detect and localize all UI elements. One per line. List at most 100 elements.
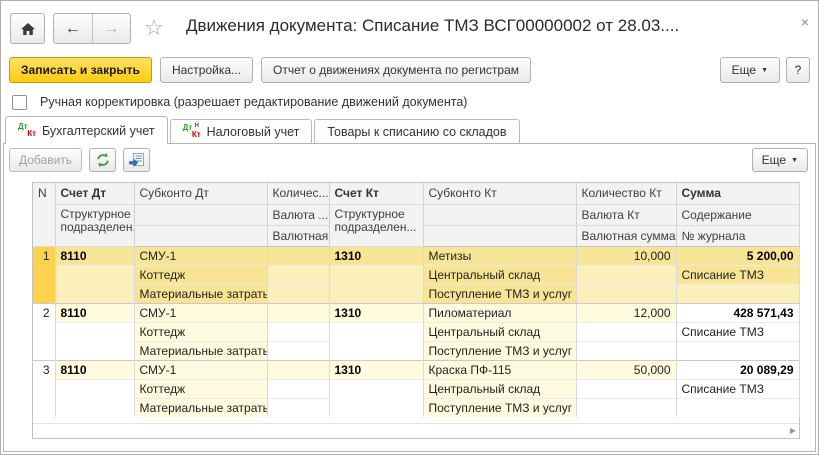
cell-row-number[interactable]: 1 xyxy=(33,245,56,303)
cell-acct-kt[interactable]: 1310 xyxy=(329,359,424,379)
cell-currency-sum-kt[interactable] xyxy=(576,283,677,303)
more-button[interactable]: Еще ▼ xyxy=(719,57,780,83)
movements-report-button[interactable]: Отчет о движениях документа по регистрам xyxy=(261,57,532,83)
document-arrow-icon xyxy=(128,152,145,168)
tab-tax-accounting[interactable]: Дт Н Кт Налоговый учет xyxy=(169,119,313,143)
register-tabs: Дт Кт Бухгалтерский учет Дт Н Кт Налогов… xyxy=(1,115,818,144)
col-header-subconto-dt: Субконто Дт xyxy=(134,183,268,205)
cell-currency-sum-kt[interactable] xyxy=(576,340,677,360)
cell-subconto-dt-2[interactable]: Коттедж xyxy=(134,378,268,398)
cell-qty-dt[interactable] xyxy=(267,302,330,322)
cell-subconto-dt-3[interactable]: Материальные затраты xyxy=(134,340,268,360)
cell-subconto-kt-3[interactable]: Поступление ТМЗ и услуг ... xyxy=(423,340,577,360)
col-header-qty-dt: Количес... xyxy=(267,183,330,205)
settings-button[interactable]: Настройка... xyxy=(159,57,254,83)
cell-row-number[interactable]: 2 xyxy=(33,302,56,360)
cell-subconto-kt-2[interactable]: Центральный склад xyxy=(423,321,577,341)
tab-accounting[interactable]: Дт Кт Бухгалтерский учет xyxy=(5,116,168,144)
col-header-n: N xyxy=(33,183,56,247)
cell-qty-dt[interactable] xyxy=(267,359,330,379)
table-row: Материальные затраты Поступление ТМЗ и у… xyxy=(33,283,800,303)
cell-acct-dt[interactable]: 8110 xyxy=(55,359,135,379)
tab-label: Бухгалтерский учет xyxy=(42,123,155,138)
back-button[interactable]: ← xyxy=(54,14,92,43)
cell-subconto-dt-2[interactable]: Коттедж xyxy=(134,321,268,341)
cell-acct-dt[interactable]: 8110 xyxy=(55,302,135,322)
cell-acct-kt[interactable]: 1310 xyxy=(329,302,424,322)
cell-journal[interactable] xyxy=(676,283,800,303)
cell-struct-kt[interactable] xyxy=(329,321,424,360)
cell-subconto-kt-3[interactable]: Поступление ТМЗ и услуг ... xyxy=(423,283,577,303)
cell-qty-dt[interactable] xyxy=(267,245,330,265)
cell-currency-sum-dt[interactable] xyxy=(267,397,330,417)
cell-currency-dt[interactable] xyxy=(267,321,330,341)
cell-sum[interactable]: 20 089,29 xyxy=(676,359,800,379)
cell-currency-sum-dt[interactable] xyxy=(267,283,330,303)
col-header-currency-kt: Валюта Кт xyxy=(576,204,677,226)
cell-subconto-kt-1[interactable]: Метизы xyxy=(423,245,577,265)
cell-subconto-dt-3[interactable]: Материальные затраты xyxy=(134,283,268,303)
cell-currency-kt[interactable] xyxy=(576,264,677,284)
cell-subconto-kt-2[interactable]: Центральный склад xyxy=(423,264,577,284)
cell-currency-dt[interactable] xyxy=(267,264,330,284)
close-icon[interactable]: × xyxy=(800,14,809,30)
cell-journal[interactable] xyxy=(676,340,800,360)
cell-subconto-dt-1[interactable]: СМУ-1 xyxy=(134,245,268,265)
tab-goods-writeoff[interactable]: Товары к списанию со складов xyxy=(314,119,520,143)
cell-struct-dt[interactable] xyxy=(55,321,135,360)
cell-currency-sum-kt[interactable] xyxy=(576,397,677,417)
home-icon xyxy=(20,22,36,36)
home-button[interactable] xyxy=(10,13,45,44)
cell-currency-kt[interactable] xyxy=(576,378,677,398)
cell-acct-dt[interactable]: 8110 xyxy=(55,245,135,265)
manual-adjustment-label: Ручная корректировка (разрешает редактир… xyxy=(40,95,468,109)
table-row: Материальные затраты Поступление ТМЗ и у… xyxy=(33,340,800,360)
cell-subconto-kt-1[interactable]: Краска ПФ-115 xyxy=(423,359,577,379)
cell-currency-kt[interactable] xyxy=(576,321,677,341)
forward-button[interactable]: → xyxy=(91,14,131,43)
cell-sum[interactable]: 5 200,00 xyxy=(676,245,800,265)
cell-content[interactable]: Списание ТМЗ xyxy=(676,378,800,398)
cell-acct-kt[interactable]: 1310 xyxy=(329,245,424,265)
add-button[interactable]: Добавить xyxy=(9,148,83,172)
manual-adjustment-checkbox[interactable] xyxy=(12,94,27,110)
cell-subconto-dt-1[interactable]: СМУ-1 xyxy=(134,359,268,379)
forward-icon: → xyxy=(103,19,120,37)
refresh-button[interactable] xyxy=(89,148,117,172)
cell-struct-dt[interactable] xyxy=(55,378,135,417)
cell-journal[interactable] xyxy=(676,397,800,417)
cell-qty-kt[interactable]: 50,000 xyxy=(576,359,677,379)
col-header-currency-sum-kt: Валютная сумма xyxy=(576,225,677,247)
scroll-right-icon[interactable]: ▶ xyxy=(789,426,796,435)
cell-content[interactable]: Списание ТМЗ xyxy=(676,264,800,284)
save-and-close-button[interactable]: Записать и закрыть xyxy=(9,57,152,83)
cell-qty-kt[interactable]: 10,000 xyxy=(576,245,677,265)
cell-subconto-dt-2[interactable]: Коттедж xyxy=(134,264,268,284)
favorite-star-icon[interactable]: ☆ xyxy=(144,15,164,40)
cell-struct-dt[interactable] xyxy=(55,264,135,303)
cell-struct-kt[interactable] xyxy=(329,264,424,303)
col-header-currency-dt: Валюта ... xyxy=(267,204,330,226)
cell-content[interactable]: Списание ТМЗ xyxy=(676,321,800,341)
grid-more-button[interactable]: Еще ▼ xyxy=(751,148,808,172)
horizontal-scrollbar[interactable]: ▶ xyxy=(33,423,799,438)
tab-label: Налоговый учет xyxy=(206,124,300,139)
cell-struct-kt[interactable] xyxy=(329,378,424,417)
cell-qty-kt[interactable]: 12,000 xyxy=(576,302,677,322)
dt-kt-n-icon: Дт Н Кт xyxy=(182,123,201,139)
cell-subconto-kt-1[interactable]: Пиломатериал xyxy=(423,302,577,322)
cell-subconto-dt-3[interactable]: Материальные затраты xyxy=(134,397,268,417)
chevron-down-icon: ▼ xyxy=(791,156,798,164)
cell-currency-dt[interactable] xyxy=(267,378,330,398)
grid-toolbar: Добавить xyxy=(4,144,815,180)
cell-row-number[interactable]: 3 xyxy=(33,359,56,417)
col-header-sum: Сумма xyxy=(676,183,800,205)
goto-source-document-button[interactable] xyxy=(123,148,151,172)
cell-currency-sum-dt[interactable] xyxy=(267,340,330,360)
cell-subconto-kt-2[interactable]: Центральный склад xyxy=(423,378,577,398)
cell-subconto-dt-1[interactable]: СМУ-1 xyxy=(134,302,268,322)
cell-subconto-kt-3[interactable]: Поступление ТМЗ и услуг ... xyxy=(423,397,577,417)
refresh-icon xyxy=(95,152,111,168)
help-button[interactable]: ? xyxy=(786,57,810,83)
cell-sum[interactable]: 428 571,43 xyxy=(676,302,800,322)
